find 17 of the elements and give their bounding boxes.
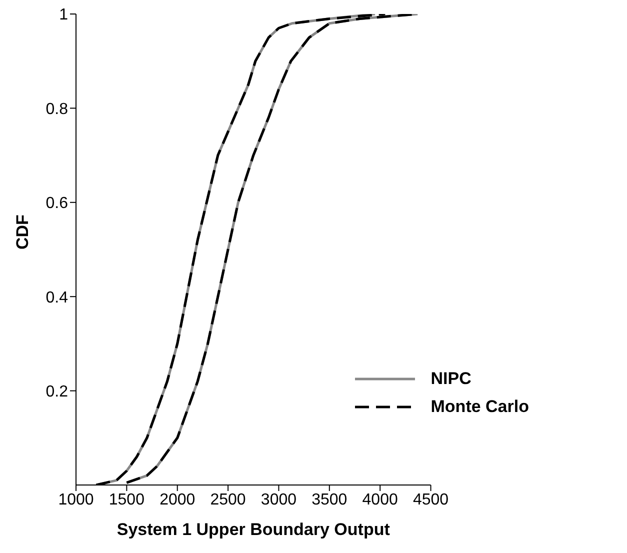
x-tick-label: 2000: [160, 491, 196, 508]
x-axis-title: System 1 Upper Boundary Output: [116, 520, 390, 539]
x-tick-label: 4000: [362, 491, 398, 508]
y-tick-label: 0.4: [46, 289, 68, 306]
x-tick-label: 3000: [260, 491, 297, 508]
legend-label: Monte Carlo: [430, 397, 529, 417]
x-tick-label: 1500: [108, 491, 145, 508]
x-tick-label: 1000: [58, 491, 94, 508]
x-tick-label: 4500: [412, 491, 449, 508]
y-tick-label: 0.8: [46, 100, 68, 118]
y-tick-label: 1: [59, 6, 68, 24]
y-tick-label: 0.6: [46, 195, 68, 212]
x-tick-label: 2500: [210, 491, 246, 508]
y-tick-label: 0.2: [46, 383, 68, 400]
x-tick-label: 3500: [312, 491, 348, 508]
legend-label: NIPC: [430, 369, 472, 389]
y-axis-title: CDF: [13, 214, 32, 250]
